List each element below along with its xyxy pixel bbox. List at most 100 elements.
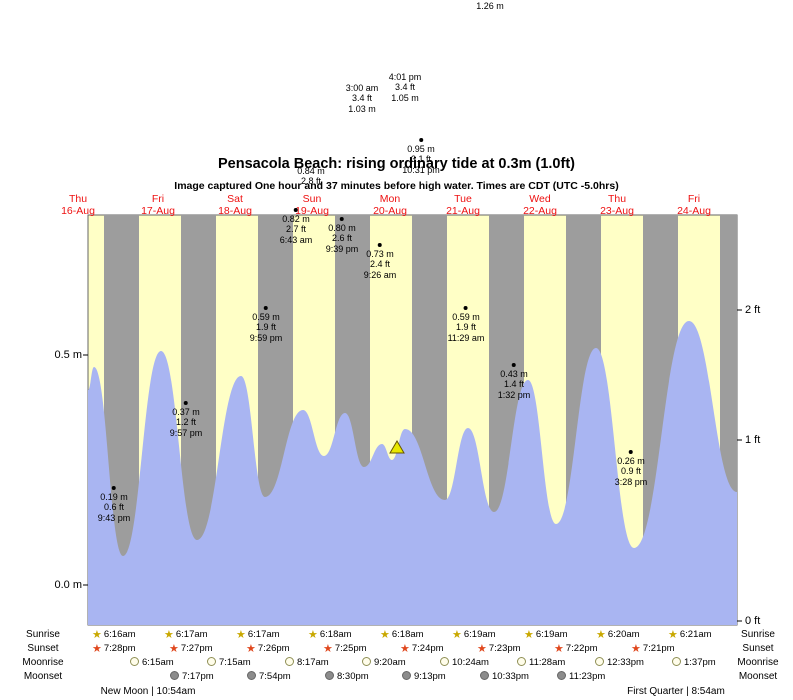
sunset-time: 7:24pm	[411, 643, 444, 654]
tide-annotation: 0.59 m 1.9 ft 9:59 pm	[249, 306, 283, 343]
day-name: Fri	[151, 193, 165, 205]
annotation-line: 0.59 m	[252, 312, 280, 322]
tide-annotation: 0.82 m 2.7 ft 6:43 am	[280, 208, 312, 245]
sunset-entry: ★ 7:21pm	[631, 642, 675, 655]
astro-row-label-left: Sunrise	[26, 629, 60, 640]
moonset-time: 10:33pm	[492, 671, 529, 682]
sunset-entry: ★ 7:27pm	[169, 642, 213, 655]
tide-annotation: 0.84 m 2.8 ft	[297, 166, 325, 187]
sunrise-entry: ★ 6:17am	[236, 628, 280, 641]
annotation-line: 1:32 pm	[497, 389, 531, 400]
sunrise-star-icon: ★	[524, 629, 534, 641]
day-date: 24-Aug	[677, 204, 711, 217]
sunset-time: 7:27pm	[180, 643, 213, 654]
moonset-time: 11:23pm	[569, 671, 606, 682]
sunset-time: 7:22pm	[565, 643, 598, 654]
day-name: Thu	[607, 193, 627, 205]
moonset-time: 7:17pm	[182, 671, 214, 682]
sunrise-star-icon: ★	[596, 629, 606, 641]
annotation-line: 9:57 pm	[169, 427, 203, 438]
annotation-dot	[419, 138, 423, 142]
astro-row-label-left: Sunset	[27, 643, 59, 654]
annotation-line: 1.03 m	[348, 103, 376, 114]
annotation-line: 9:59 pm	[249, 332, 283, 343]
tide-annotation: 0.80 m 2.6 ft 9:39 pm	[326, 217, 358, 254]
chart-subtitle: Image captured One hour and 37 minutes b…	[174, 180, 619, 192]
day-label: Sun 19-Aug	[295, 193, 329, 217]
sunset-entry: ★ 7:26pm	[246, 642, 290, 655]
day-label: Fri 24-Aug	[677, 193, 711, 217]
moonrise-circle-icon	[672, 657, 681, 666]
annotation-line: 1.9 ft	[455, 322, 477, 333]
moonrise-entry: 12:33pm	[595, 656, 644, 669]
day-date: 23-Aug	[600, 204, 634, 217]
sunset-star-icon: ★	[631, 643, 641, 655]
annotation-line: 11:29 am	[447, 332, 485, 343]
moon-phase-label: New Moon | 10:54am	[100, 686, 196, 697]
annotation-line: 2.4 ft	[369, 259, 390, 270]
astro-row-label-right: Sunset	[742, 643, 774, 654]
sunrise-time: 6:18am	[319, 629, 352, 640]
moonrise-time: 8:17am	[297, 657, 329, 668]
astro-row-label-right: Moonset	[738, 671, 778, 682]
day-date: 16-Aug	[61, 204, 95, 217]
sunset-star-icon: ★	[554, 643, 564, 655]
moonrise-time: 9:20am	[374, 657, 406, 668]
day-date: 18-Aug	[218, 204, 252, 217]
annotation-dot	[294, 208, 298, 212]
tide-annotation: 1.26 m	[476, 1, 504, 11]
moon-phase-label: First Quarter | 8:54am	[627, 686, 725, 697]
day-name: Wed	[529, 193, 551, 205]
annotation-line: 3:28 pm	[614, 476, 648, 487]
tide-annotation: 3:00 am 3.4 ft 1.03 m	[346, 83, 379, 114]
sunset-star-icon: ★	[400, 643, 410, 655]
y-axis-label-right: 1 ft	[745, 434, 761, 446]
tide-annotation: 0.19 m 0.6 ft 9:43 pm	[98, 486, 130, 523]
annotation-line: 0.82 m	[282, 214, 310, 224]
annotation-dot	[629, 450, 633, 454]
annotation-line: 1.26 m	[476, 1, 504, 11]
day-name: Fri	[687, 193, 701, 205]
annotation-line: 0.43 m	[500, 369, 528, 379]
sunset-time: 7:23pm	[488, 643, 521, 654]
sunset-entry: ★ 7:23pm	[477, 642, 521, 655]
annotation-line: 1.2 ft	[175, 417, 196, 428]
moonset-entry: 7:54pm	[247, 670, 291, 683]
annotation-line: 9:26 am	[363, 269, 397, 280]
sunrise-star-icon: ★	[92, 629, 102, 641]
annotation-line: 4:01 pm	[388, 72, 422, 82]
sunrise-star-icon: ★	[164, 629, 174, 641]
sunrise-entry: ★ 6:17am	[164, 628, 208, 641]
sunset-star-icon: ★	[92, 643, 102, 655]
annotation-line: 3.1 ft	[410, 154, 431, 165]
y-axis-label-left: 0.5 m	[54, 349, 82, 361]
moonrise-circle-icon	[362, 657, 371, 666]
day-label: Thu 23-Aug	[600, 193, 634, 217]
moonrise-time: 7:15am	[219, 657, 251, 668]
chart-title: Pensacola Beach: rising ordinary tide at…	[218, 156, 575, 172]
moonset-circle-icon	[170, 671, 179, 680]
moonrise-entry: 1:37pm	[672, 656, 716, 669]
sunrise-time: 6:20am	[607, 629, 640, 640]
day-date: 20-Aug	[373, 204, 407, 217]
moonrise-circle-icon	[130, 657, 139, 666]
moonset-entry: 9:13pm	[402, 670, 446, 683]
sunset-time: 7:21pm	[642, 643, 675, 654]
annotation-dot	[184, 401, 188, 405]
annotation-line: 1.9 ft	[255, 322, 276, 333]
annotation-line: 0.73 m	[366, 249, 394, 259]
day-label: Tue 21-Aug	[446, 193, 480, 217]
moonrise-circle-icon	[440, 657, 449, 666]
tide-annotation: 0.95 m 3.1 ft 10:31 pm	[402, 138, 440, 175]
moonset-circle-icon	[480, 671, 489, 680]
sunset-star-icon: ★	[169, 643, 179, 655]
day-date: 19-Aug	[295, 204, 329, 217]
sunset-entry: ★ 7:24pm	[400, 642, 444, 655]
moonset-time: 7:54pm	[259, 671, 291, 682]
moonset-time: 8:30pm	[337, 671, 369, 682]
sunrise-time: 6:21am	[679, 629, 712, 640]
day-date: 22-Aug	[523, 204, 557, 217]
moonrise-entry: 6:15am	[130, 656, 174, 669]
astro-row-label-right: Sunrise	[741, 629, 775, 640]
